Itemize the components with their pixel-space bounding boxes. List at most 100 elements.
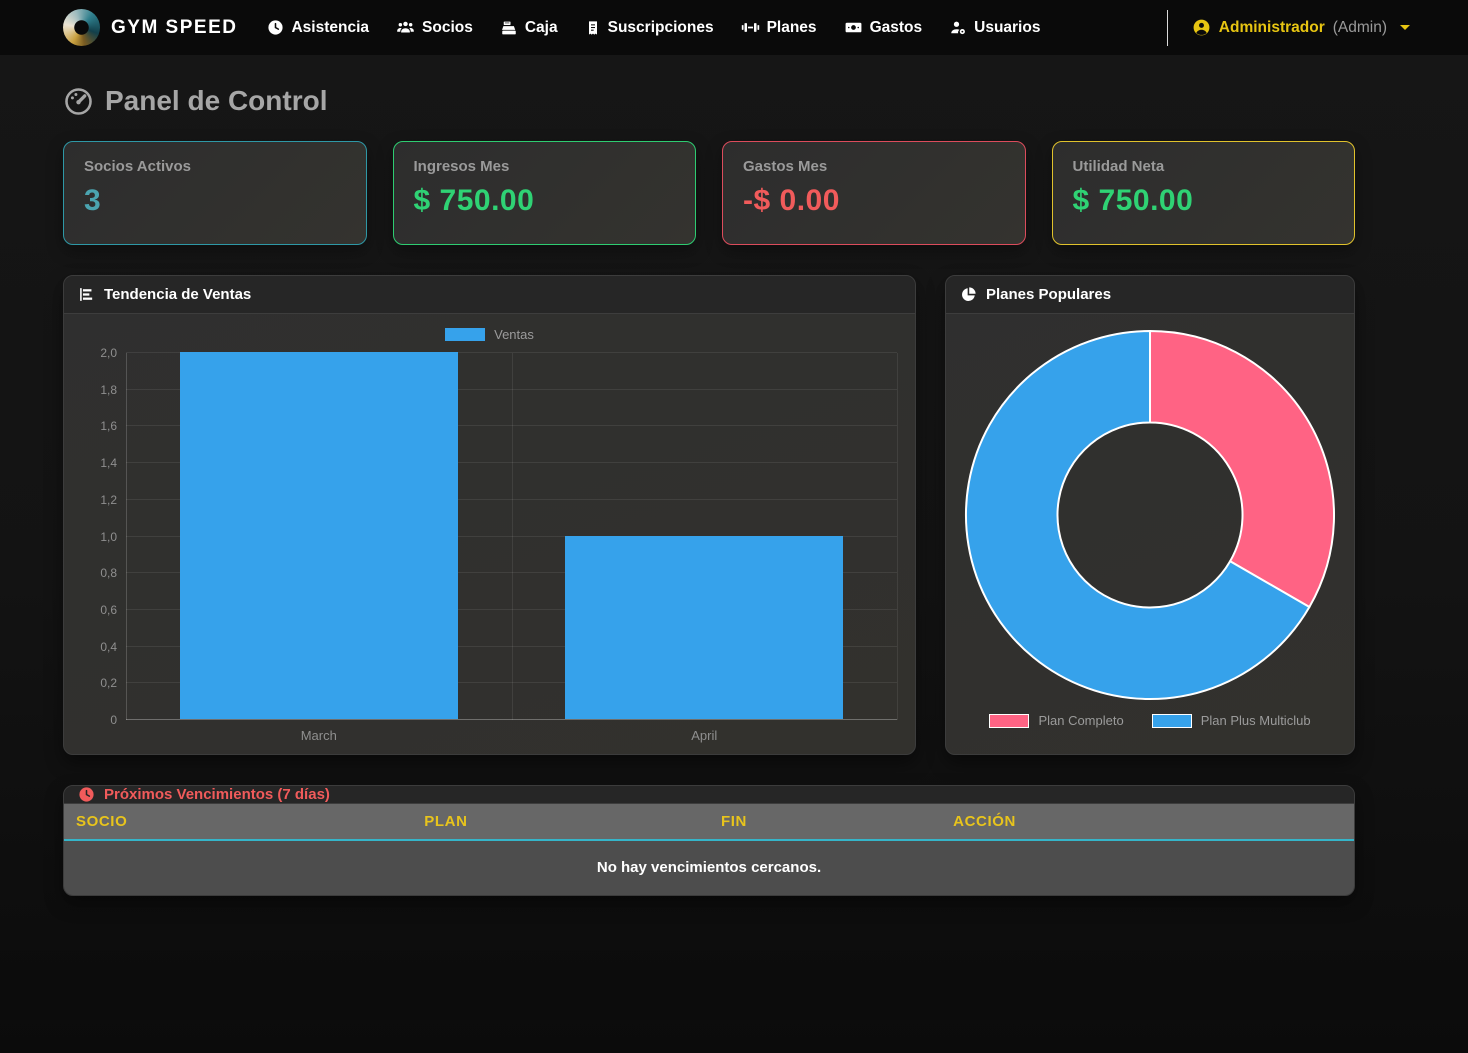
user-gear-icon — [949, 19, 967, 37]
bar-march — [179, 352, 458, 719]
expirations-table: SOCIO PLAN FIN ACCIÓN No hay vencimiento… — [64, 804, 1354, 895]
y-axis-tick: 0,6 — [100, 602, 117, 617]
y-axis-tick: 0,2 — [100, 676, 117, 691]
y-axis-tick: 1,0 — [100, 529, 117, 544]
nav-label: Gastos — [869, 18, 923, 36]
sales-trend-header: Tendencia de Ventas — [64, 276, 915, 314]
y-axis-tick: 0 — [110, 713, 117, 727]
nav-item-socios[interactable]: Socios — [396, 18, 473, 37]
nav-label: Caja — [524, 18, 558, 36]
table-header-row: SOCIO PLAN FIN ACCIÓN — [64, 804, 1354, 841]
y-axis-tick: 2,0 — [100, 346, 117, 360]
nav-label: Usuarios — [974, 18, 1041, 36]
sales-trend-panel: Tendencia de Ventas Ventas 0 0,2 0,4 0,6 0,8… — [63, 275, 916, 755]
alarm-clock-icon — [78, 786, 95, 803]
popular-plans-panel: Planes Populares Plan Completo Plan Plus … — [945, 275, 1355, 755]
nav-item-asistencia[interactable]: Asistencia — [267, 19, 369, 37]
gym-speed-logo-icon — [63, 9, 100, 46]
bar-plot: 0 0,2 0,4 0,6 0,8 1,0 1,2 1,4 1,6 1,8 2,0 — [100, 346, 898, 727]
column-header-plan: PLAN — [412, 804, 709, 841]
nav-label: Socios — [422, 18, 473, 36]
money-icon — [844, 18, 863, 37]
user-name: Administrador — [1218, 18, 1325, 36]
y-axis-tick: 0,4 — [100, 639, 117, 654]
donut-legend-item-plan-completo[interactable]: Plan Completo — [989, 713, 1124, 728]
x-axis-labels: March April — [126, 728, 897, 748]
donut-legend: Plan Completo Plan Plus Multiclub — [989, 713, 1311, 728]
pie-chart-icon — [960, 286, 977, 303]
stats-row: Socios Activos 3 Ingresos Mes $ 750.00 G… — [63, 141, 1355, 245]
stat-card-ingresos-mes: Ingresos Mes $ 750.00 — [392, 141, 696, 245]
stat-value: -$ 0.00 — [743, 184, 840, 217]
expirations-title: Próximos Vencimientos (7 días) — [104, 786, 330, 803]
x-axis-label: April — [691, 728, 718, 743]
stat-card-utilidad-neta: Utilidad Neta $ 750.00 — [1051, 141, 1355, 245]
dumbbell-icon — [741, 18, 760, 37]
bar-april — [565, 535, 844, 719]
nav-item-usuarios[interactable]: Usuarios — [949, 19, 1040, 37]
main-content: Panel de Control Socios Activos 3 Ingres… — [0, 85, 1355, 896]
panel-title: Tendencia de Ventas — [104, 286, 252, 303]
receipt-icon — [585, 20, 601, 36]
bar-chart-plot-area: 0 0,2 0,4 0,6 0,8 1,0 1,2 1,4 1,6 1,8 2,0 March Apr… — [100, 346, 898, 752]
users-icon — [396, 18, 415, 37]
donut-chart-body: Plan Completo Plan Plus Multiclub — [946, 314, 1354, 754]
x-axis-label: March — [300, 728, 337, 743]
gauge-icon — [63, 86, 94, 117]
legend-label: Plan Completo — [1038, 713, 1124, 728]
y-axis-tick: 1,8 — [100, 382, 117, 397]
nav-label: Planes — [766, 18, 817, 36]
nav-label: Asistencia — [291, 18, 370, 36]
bar-chart-body: Ventas 0 0,2 0,4 0,6 0,8 1,0 1,2 1,4 1,6 1,8 2,0 M… — [64, 314, 915, 754]
brand-name: GYM SPEED — [111, 16, 238, 38]
legend-label: Ventas — [494, 326, 534, 342]
legend-swatch — [1151, 713, 1192, 728]
charts-row: Tendencia de Ventas Ventas 0 0,2 0,4 0,6 0,8… — [63, 275, 1355, 755]
bar-chart-icon — [78, 286, 95, 303]
stat-label: Ingresos Mes — [413, 158, 510, 175]
stat-card-gastos-mes: Gastos Mes -$ 0.00 — [722, 141, 1026, 245]
empty-row: No hay vencimientos cercanos. — [64, 840, 1354, 895]
nav-links: Asistencia Socios Caja Suscripciones Pla… — [267, 18, 1040, 37]
y-axis-tick: 1,2 — [100, 492, 117, 507]
stat-card-socios-activos: Socios Activos 3 — [63, 141, 367, 245]
nav-item-suscripciones[interactable]: Suscripciones — [585, 19, 714, 37]
expirations-header: Próximos Vencimientos (7 días) — [64, 786, 1354, 804]
panel-title: Planes Populares — [986, 286, 1112, 303]
person-circle-icon — [1192, 18, 1211, 37]
stat-value: 3 — [84, 184, 102, 217]
stat-label: Socios Activos — [84, 158, 191, 175]
navbar-divider — [1166, 9, 1168, 46]
column-header-accion: ACCIÓN — [941, 804, 1354, 841]
nav-item-gastos[interactable]: Gastos — [844, 18, 923, 37]
empty-message: No hay vencimientos cercanos. — [64, 840, 1354, 895]
nav-item-caja[interactable]: Caja — [500, 19, 558, 37]
y-axis-tick: 1,6 — [100, 419, 117, 434]
navbar-right: Administrador (Admin) — [1166, 9, 1410, 46]
legend-swatch — [445, 327, 486, 341]
page-title-row: Panel de Control — [63, 85, 1355, 117]
nav-label: Suscripciones — [607, 18, 714, 36]
bar-legend-item-ventas[interactable]: Ventas — [70, 318, 909, 350]
brand[interactable]: GYM SPEED — [63, 9, 237, 46]
cash-register-icon — [500, 19, 518, 37]
user-menu[interactable]: Administrador (Admin) — [1192, 18, 1410, 37]
clock-icon — [267, 19, 284, 36]
column-header-socio: SOCIO — [64, 804, 413, 841]
stat-label: Gastos Mes — [743, 158, 828, 175]
stat-value: $ 750.00 — [413, 184, 535, 217]
user-role: (Admin) — [1332, 18, 1387, 36]
stat-value: $ 750.00 — [1072, 184, 1194, 217]
legend-label: Plan Plus Multiclub — [1200, 713, 1311, 728]
page-title: Panel de Control — [105, 85, 328, 116]
chevron-down-icon — [1400, 25, 1410, 30]
nav-item-planes[interactable]: Planes — [741, 18, 817, 37]
top-navbar: GYM SPEED Asistencia Socios Caja Suscrip… — [0, 0, 1468, 55]
y-axis-tick: 0,8 — [100, 566, 117, 581]
donut-slice-plan-completo — [1149, 329, 1335, 609]
donut-chart — [964, 329, 1335, 700]
y-axis-tick: 1,4 — [100, 456, 117, 471]
donut-legend-item-plan-plus-multiclub[interactable]: Plan Plus Multiclub — [1151, 713, 1311, 728]
popular-plans-header: Planes Populares — [946, 276, 1354, 314]
legend-swatch — [989, 713, 1030, 728]
